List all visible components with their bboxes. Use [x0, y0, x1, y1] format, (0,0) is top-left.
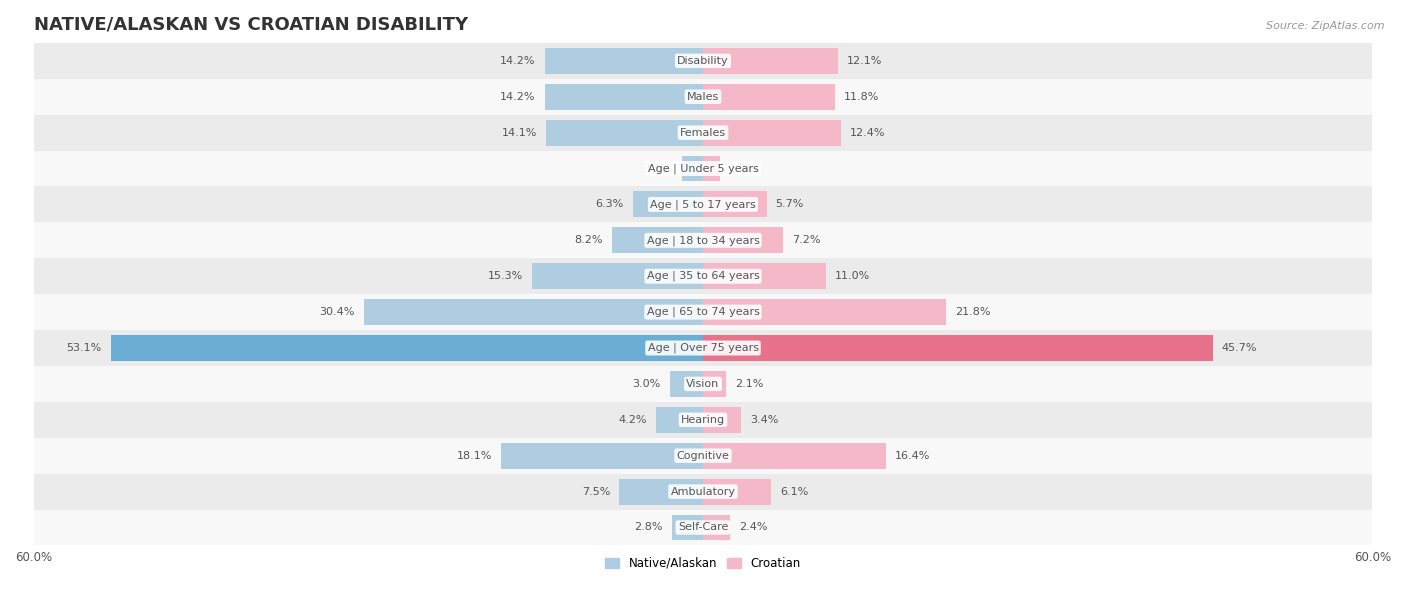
- Text: 2.4%: 2.4%: [738, 523, 768, 532]
- Text: Males: Males: [688, 92, 718, 102]
- Bar: [703, 84, 835, 110]
- Text: Females: Females: [681, 128, 725, 138]
- Text: NATIVE/ALASKAN VS CROATIAN DISABILITY: NATIVE/ALASKAN VS CROATIAN DISABILITY: [34, 15, 468, 33]
- Bar: [633, 192, 703, 217]
- Bar: [34, 187, 1372, 222]
- Text: 30.4%: 30.4%: [319, 307, 354, 317]
- Bar: [34, 330, 1372, 366]
- Bar: [34, 151, 1372, 187]
- Bar: [703, 335, 1213, 361]
- Text: 1.5%: 1.5%: [728, 163, 756, 174]
- Text: 3.0%: 3.0%: [633, 379, 661, 389]
- Bar: [34, 366, 1372, 402]
- Bar: [703, 442, 886, 469]
- Bar: [703, 479, 770, 504]
- Bar: [672, 515, 703, 540]
- Bar: [34, 474, 1372, 510]
- Text: Age | 35 to 64 years: Age | 35 to 64 years: [647, 271, 759, 282]
- Bar: [703, 192, 766, 217]
- Bar: [703, 407, 741, 433]
- Bar: [703, 299, 946, 325]
- Bar: [501, 442, 703, 469]
- Bar: [703, 48, 838, 74]
- Text: 11.8%: 11.8%: [844, 92, 879, 102]
- Text: 8.2%: 8.2%: [574, 236, 603, 245]
- Text: Cognitive: Cognitive: [676, 450, 730, 461]
- Text: 6.1%: 6.1%: [780, 487, 808, 496]
- Text: 14.2%: 14.2%: [501, 56, 536, 66]
- Text: Age | Over 75 years: Age | Over 75 years: [648, 343, 758, 353]
- Bar: [682, 155, 703, 181]
- Bar: [34, 43, 1372, 79]
- Bar: [703, 515, 730, 540]
- Bar: [703, 155, 720, 181]
- Bar: [364, 299, 703, 325]
- Text: Self-Care: Self-Care: [678, 523, 728, 532]
- Text: 12.1%: 12.1%: [846, 56, 883, 66]
- Bar: [669, 371, 703, 397]
- Bar: [612, 228, 703, 253]
- Text: 4.2%: 4.2%: [619, 415, 647, 425]
- Bar: [34, 79, 1372, 114]
- Bar: [657, 407, 703, 433]
- Bar: [703, 120, 841, 146]
- Text: 6.3%: 6.3%: [596, 200, 624, 209]
- Text: 18.1%: 18.1%: [457, 450, 492, 461]
- Text: 1.9%: 1.9%: [644, 163, 673, 174]
- Bar: [34, 294, 1372, 330]
- Bar: [533, 263, 703, 289]
- Bar: [703, 263, 825, 289]
- Text: 7.2%: 7.2%: [792, 236, 821, 245]
- Text: Hearing: Hearing: [681, 415, 725, 425]
- Text: 2.1%: 2.1%: [735, 379, 763, 389]
- Text: 3.4%: 3.4%: [749, 415, 779, 425]
- Bar: [34, 438, 1372, 474]
- Text: 7.5%: 7.5%: [582, 487, 610, 496]
- Text: 53.1%: 53.1%: [66, 343, 101, 353]
- Bar: [111, 335, 703, 361]
- Text: 11.0%: 11.0%: [835, 271, 870, 282]
- Bar: [34, 510, 1372, 545]
- Text: 45.7%: 45.7%: [1222, 343, 1257, 353]
- Bar: [34, 258, 1372, 294]
- Text: Ambulatory: Ambulatory: [671, 487, 735, 496]
- Text: 16.4%: 16.4%: [894, 450, 931, 461]
- Text: Age | Under 5 years: Age | Under 5 years: [648, 163, 758, 174]
- Text: Disability: Disability: [678, 56, 728, 66]
- Text: Age | 18 to 34 years: Age | 18 to 34 years: [647, 235, 759, 245]
- Bar: [619, 479, 703, 504]
- Bar: [34, 114, 1372, 151]
- Text: 14.2%: 14.2%: [501, 92, 536, 102]
- Text: 5.7%: 5.7%: [776, 200, 804, 209]
- Text: 15.3%: 15.3%: [488, 271, 523, 282]
- Text: 14.1%: 14.1%: [502, 128, 537, 138]
- Text: 2.8%: 2.8%: [634, 523, 662, 532]
- Text: Age | 5 to 17 years: Age | 5 to 17 years: [650, 199, 756, 210]
- Text: Source: ZipAtlas.com: Source: ZipAtlas.com: [1267, 21, 1385, 31]
- Bar: [34, 222, 1372, 258]
- Bar: [544, 48, 703, 74]
- Text: 12.4%: 12.4%: [851, 128, 886, 138]
- Text: 21.8%: 21.8%: [955, 307, 991, 317]
- Legend: Native/Alaskan, Croatian: Native/Alaskan, Croatian: [600, 552, 806, 575]
- Bar: [546, 120, 703, 146]
- Bar: [703, 371, 727, 397]
- Text: Vision: Vision: [686, 379, 720, 389]
- Bar: [544, 84, 703, 110]
- Bar: [703, 228, 783, 253]
- Bar: [34, 402, 1372, 438]
- Text: Age | 65 to 74 years: Age | 65 to 74 years: [647, 307, 759, 318]
